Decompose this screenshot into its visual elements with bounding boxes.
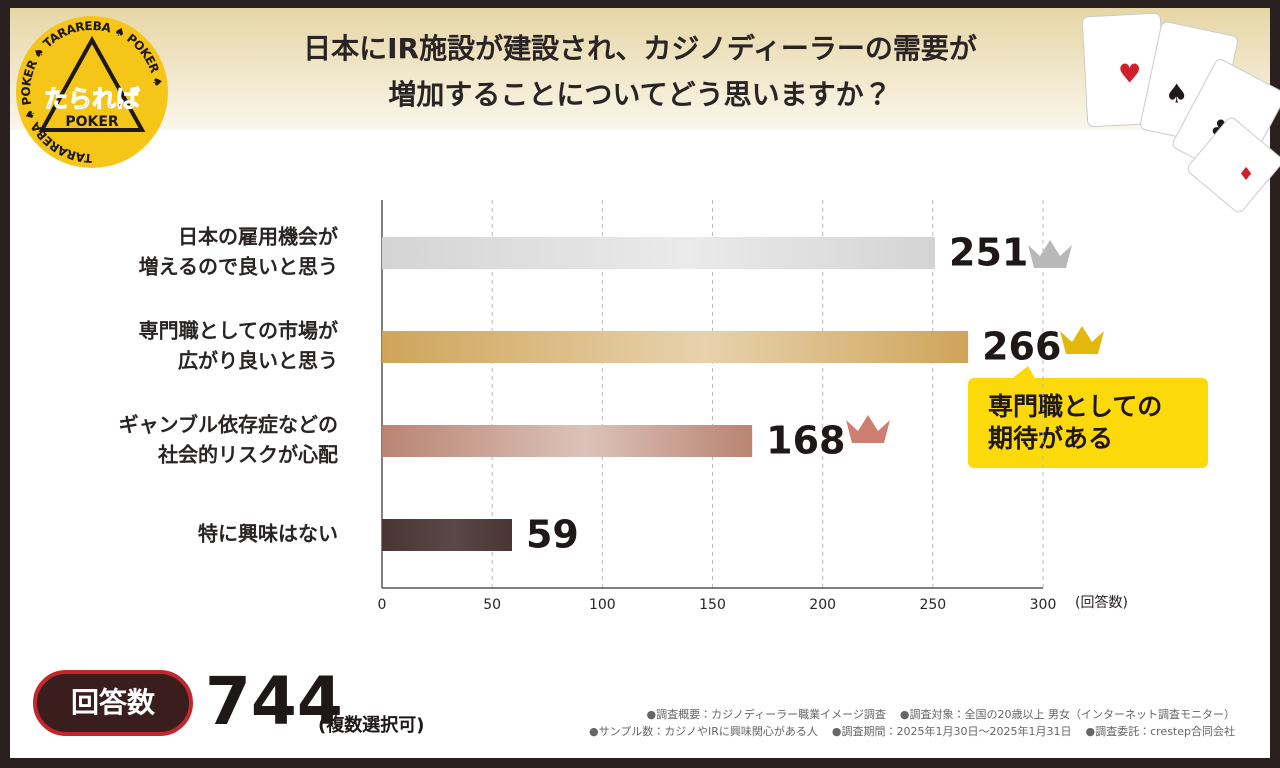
footnote: ●サンプル数：カジノやIRに興味関心がある人 ●調査期間：2025年1月30日〜2… — [589, 724, 1235, 738]
callout-box — [968, 378, 1208, 468]
bar — [382, 519, 512, 551]
x-tick-label: 100 — [589, 597, 616, 613]
crown-gold — [1060, 326, 1104, 354]
x-tick-label: 250 — [919, 597, 946, 613]
category-label: 特に興味はない — [198, 522, 338, 546]
logo-triangle — [38, 35, 146, 132]
bar — [382, 331, 969, 363]
callout-text: 専門職としての — [988, 392, 1162, 421]
callout-pointer — [1010, 366, 1036, 380]
logo-sub: POKER — [65, 114, 119, 130]
total-note: (複数選択可) — [318, 714, 424, 736]
footnote-item: ●調査対象：全国の20歳以上 男女（インターネット調査モニター） — [900, 707, 1235, 721]
x-tick-label: 300 — [1030, 597, 1057, 613]
chart-title: 日本にIR施設が建設され、カジノディーラーの需要が — [303, 32, 977, 65]
category-label: 専門職としての市場が — [139, 319, 338, 343]
category-label: 日本の雇用機会が — [178, 225, 338, 249]
footnote: ●調査概要：カジノディーラー職業イメージ調査 ●調査対象：全国の20歳以上 男女（… — [647, 707, 1235, 721]
callout-text: 期待がある — [988, 424, 1113, 453]
total: 744 — [205, 663, 343, 740]
crown-bronze — [846, 415, 890, 443]
category-label: 広がり良いと思う — [178, 349, 338, 373]
card-suit: ♦ — [1238, 164, 1254, 185]
footer: 回答数 744 (複数選択可) ●調査概要：カジノディーラー職業イメージ調査 ●調… — [33, 663, 1235, 740]
callout: 専門職としての 期待がある — [968, 366, 1208, 468]
footnote-item: ●調査概要：カジノディーラー職業イメージ調査 — [647, 707, 886, 721]
x-tick-label: 0 — [378, 597, 387, 613]
logo-name: たられば — [44, 85, 140, 113]
x-tick-label: 50 — [483, 597, 501, 613]
footnote-item: ●サンプル数：カジノやIRに興味関心がある人 — [589, 724, 818, 738]
category-label: 社会的リスクが心配 — [157, 443, 338, 467]
card-suit: ♥ — [1118, 60, 1141, 90]
footnote-item: ●調査委託：crestep合同会社 — [1086, 724, 1236, 738]
x-tick-label: 150 — [699, 597, 726, 613]
value-label: 266 — [982, 325, 1061, 369]
crowns — [846, 240, 1104, 443]
chart-title: 増加することについてどう思いますか？ — [388, 78, 891, 111]
card-suit: ♠ — [1165, 80, 1188, 110]
crown-silver — [1028, 240, 1072, 268]
category-label: 増えるので良いと思う — [139, 255, 338, 279]
cards: ♥ ♠ ♣ ♦ — [1081, 12, 1280, 213]
value-label: 251 — [949, 231, 1028, 275]
badge-text: 回答数 — [71, 686, 156, 719]
footnote-item: ●調査期間：2025年1月30日〜2025年1月31日 — [832, 724, 1072, 738]
card — [1187, 117, 1280, 213]
x-axis-unit: (回答数) — [1075, 594, 1128, 611]
badge — [33, 670, 193, 736]
logo: TARAREBA ♠ POKER ♠ TARAREBA ♠ POKER ♠ たら… — [16, 16, 168, 168]
value-label: 59 — [526, 513, 579, 557]
value-label: 168 — [766, 419, 845, 463]
bar — [382, 237, 936, 269]
category-label: ギャンブル依存症などの — [119, 413, 338, 437]
header-band — [10, 8, 1270, 130]
bar — [382, 425, 753, 457]
x-tick-label: 200 — [809, 597, 836, 613]
